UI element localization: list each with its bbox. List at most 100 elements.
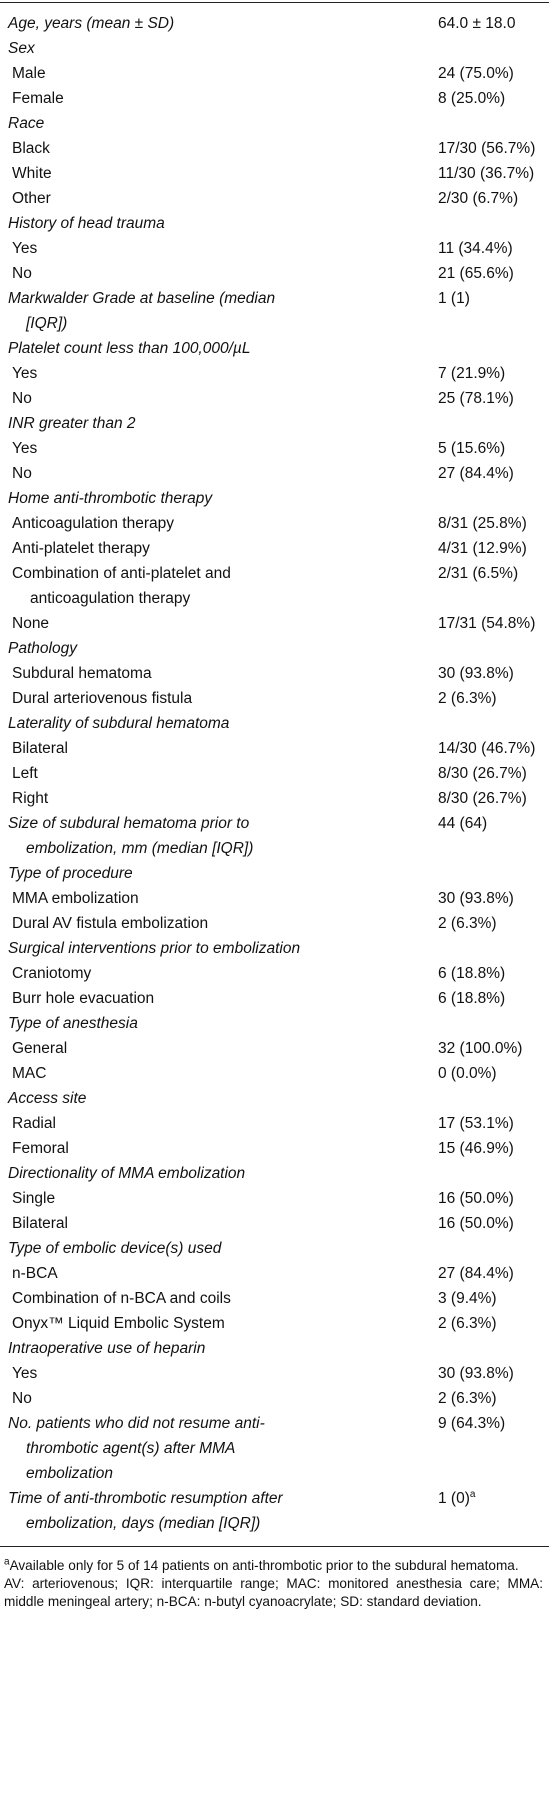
item-row: Radial 17 (53.1%): [0, 1111, 549, 1136]
section-value: [430, 936, 549, 961]
section-row: Type of procedure: [0, 861, 549, 886]
item-row: Right 8/30 (26.7%): [0, 786, 549, 811]
section-value: [430, 636, 549, 661]
item-row: No 27 (84.4%): [0, 461, 549, 486]
item-value: 2 (6.3%): [438, 1390, 497, 1407]
item-row: Anticoagulation therapy 8/31 (25.8%): [0, 511, 549, 536]
section-title: Laterality of subdural hematoma: [8, 715, 230, 732]
item-label: Anticoagulation therapy: [12, 515, 175, 532]
item-value: 2/30 (6.7%): [438, 190, 519, 207]
item-value: 6 (18.8%): [438, 990, 506, 1007]
item-value: 4/31 (12.9%): [438, 540, 527, 557]
bottom-rule: [0, 1546, 549, 1547]
item-label: Radial: [12, 1115, 56, 1132]
section-title: Age, years (mean ± SD): [8, 15, 175, 32]
item-row: Femoral 15 (46.9%): [0, 1136, 549, 1161]
item-label: No: [12, 265, 32, 282]
item-value: 27 (84.4%): [438, 465, 514, 482]
item-label: Yes: [12, 365, 38, 382]
section-value: [430, 1161, 549, 1186]
section-row: Type of anesthesia: [0, 1011, 549, 1036]
section-title: No. patients who did not resume anti-thr…: [8, 1415, 265, 1482]
item-label: Anti-platelet therapy: [12, 540, 150, 557]
item-row: Yes 5 (15.6%): [0, 436, 549, 461]
section-title: History of head trauma: [8, 215, 165, 232]
item-label: Combination of anti-platelet and anticoa…: [12, 565, 231, 607]
section-value: [430, 1086, 549, 1111]
item-value: 17 (53.1%): [438, 1115, 514, 1132]
footnote-marker: a: [4, 1556, 10, 1568]
item-row: n-BCA 27 (84.4%): [0, 1261, 549, 1286]
item-value: 8 (25.0%): [438, 90, 506, 107]
item-label: Dural arteriovenous fistula: [12, 690, 193, 707]
item-value: 27 (84.4%): [438, 1265, 514, 1282]
section-value: 1 (0)a: [438, 1488, 476, 1507]
item-label: General: [12, 1040, 68, 1057]
item-value: 16 (50.0%): [438, 1215, 514, 1232]
item-row: Dural AV fistula embolization 2 (6.3%): [0, 911, 549, 936]
item-label: Yes: [12, 1365, 38, 1382]
item-label: Black: [12, 140, 50, 157]
section-title: Intraoperative use of heparin: [8, 1340, 206, 1357]
item-row: Yes 11 (34.4%): [0, 236, 549, 261]
item-row: Bilateral 16 (50.0%): [0, 1211, 549, 1236]
item-row: Female 8 (25.0%): [0, 86, 549, 111]
item-row: Male 24 (75.0%): [0, 61, 549, 86]
item-row: MAC 0 (0.0%): [0, 1061, 549, 1086]
item-label: MAC: [12, 1065, 47, 1082]
section-row: Intraoperative use of heparin: [0, 1336, 549, 1361]
footnote-text: Available only for 5 of 14 patients on a…: [9, 1558, 519, 1573]
item-label: Bilateral: [12, 1215, 68, 1232]
section-title: Markwalder Grade at baseline (median [IQ…: [8, 290, 276, 332]
item-label: White: [12, 165, 52, 182]
section-row: Laterality of subdural hematoma: [0, 711, 549, 736]
section-title: Sex: [8, 40, 35, 57]
section-value: [430, 861, 549, 886]
item-label: Femoral: [12, 1140, 69, 1157]
section-value: [430, 36, 549, 61]
section-row: Size of subdural hematoma prior to embol…: [0, 811, 549, 861]
item-value: 0 (0.0%): [438, 1065, 497, 1082]
section-title: Type of anesthesia: [8, 1015, 138, 1032]
section-title: Pathology: [8, 640, 77, 657]
item-value: 2 (6.3%): [438, 915, 497, 932]
section-row: No. patients who did not resume anti-thr…: [0, 1411, 549, 1486]
footnote-marker: a: [469, 1488, 476, 1500]
item-row: Left 8/30 (26.7%): [0, 761, 549, 786]
section-title: Time of anti-thrombotic resumption after…: [8, 1490, 283, 1532]
item-row: Burr hole evacuation 6 (18.8%): [0, 986, 549, 1011]
item-row: Bilateral 14/30 (46.7%): [0, 736, 549, 761]
item-value: 3 (9.4%): [438, 1290, 497, 1307]
item-row: Anti-platelet therapy 4/31 (12.9%): [0, 536, 549, 561]
item-label: Male: [12, 65, 46, 82]
item-row: Single 16 (50.0%): [0, 1186, 549, 1211]
footnote-text: AV: arteriovenous; IQR: interquartile ra…: [4, 1576, 543, 1609]
item-label: Yes: [12, 440, 38, 457]
section-title: Type of embolic device(s) used: [8, 1240, 222, 1257]
item-row: No 21 (65.6%): [0, 261, 549, 286]
item-value: 6 (18.8%): [438, 965, 506, 982]
section-title: Directionality of MMA embolization: [8, 1165, 246, 1182]
item-value: 30 (93.8%): [438, 1365, 514, 1382]
section-value: 44 (64): [438, 815, 488, 832]
item-label: Combination of n-BCA and coils: [12, 1290, 231, 1307]
item-row: MMA embolization 30 (93.8%): [0, 886, 549, 911]
item-value: 11/30 (36.7%): [438, 165, 535, 182]
item-row: No 2 (6.3%): [0, 1386, 549, 1411]
item-label: Subdural hematoma: [12, 665, 152, 682]
section-row: Directionality of MMA embolization: [0, 1161, 549, 1186]
item-value: 7 (21.9%): [438, 365, 506, 382]
section-row: INR greater than 2: [0, 411, 549, 436]
item-label: Single: [12, 1190, 56, 1207]
item-value: 32 (100.0%): [438, 1040, 523, 1057]
section-title: Access site: [8, 1090, 87, 1107]
item-label: Onyx™ Liquid Embolic System: [12, 1315, 225, 1332]
item-value: 17/30 (56.7%): [438, 140, 536, 157]
item-value: 8/30 (26.7%): [438, 765, 527, 782]
item-value: 25 (78.1%): [438, 390, 514, 407]
item-label: None: [12, 615, 50, 632]
section-title: INR greater than 2: [8, 415, 136, 432]
item-label: Dural AV fistula embolization: [12, 915, 209, 932]
item-value: 2 (6.3%): [438, 690, 497, 707]
